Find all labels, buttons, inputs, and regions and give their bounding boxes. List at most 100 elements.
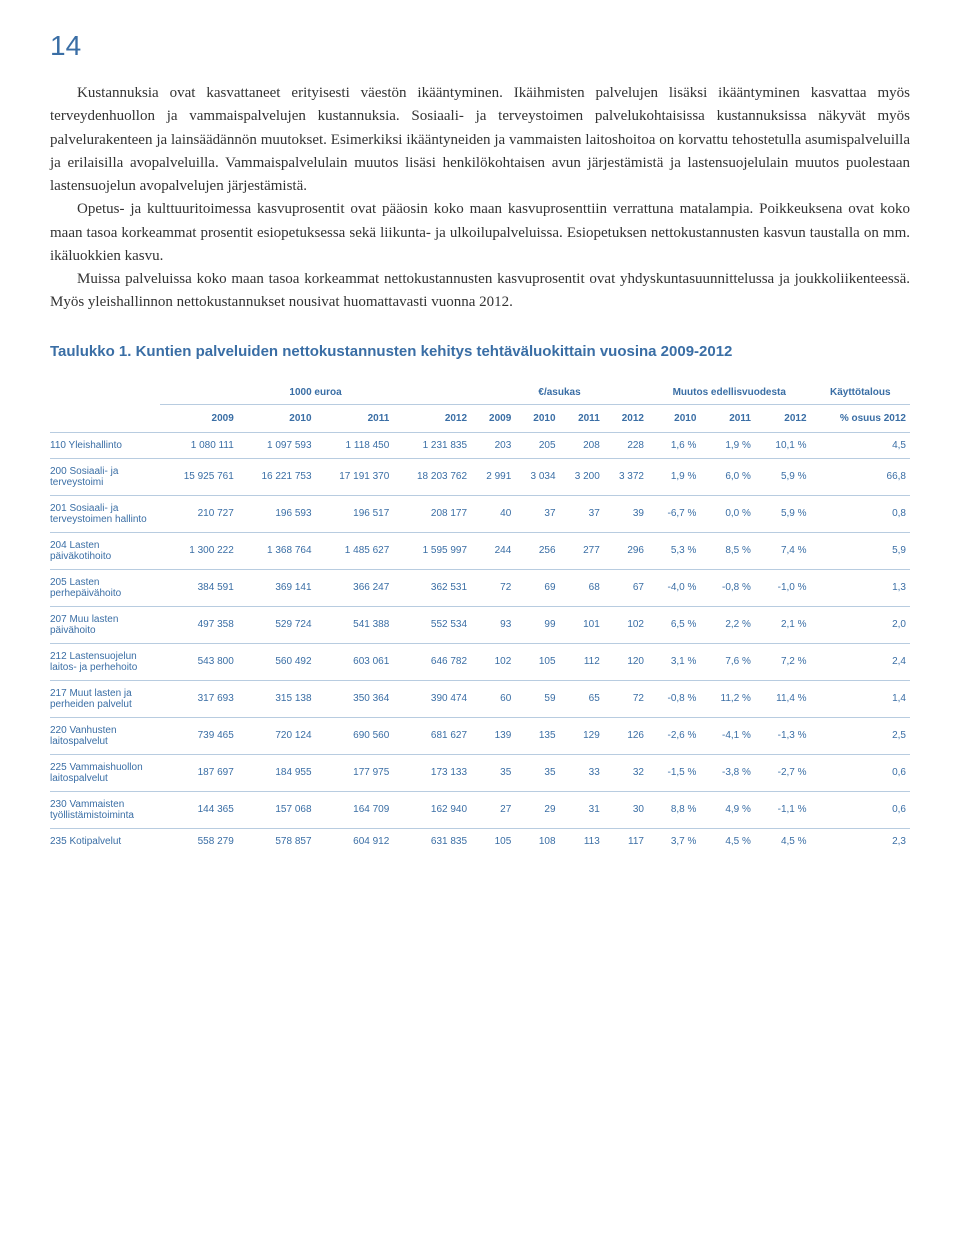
table-cell: 3 034 [515, 458, 559, 495]
table-cell: 646 782 [393, 643, 471, 680]
table-cell: 67 [604, 569, 648, 606]
table-cell: 1 097 593 [238, 432, 316, 458]
table-cell: 0,6 [811, 754, 910, 791]
table-cell: 129 [560, 717, 604, 754]
table-title: Taulukko 1. Kuntien palveluiden nettokus… [50, 343, 910, 360]
table-cell: 2,1 % [755, 606, 811, 643]
table-cell: 68 [560, 569, 604, 606]
table-cell: 210 727 [160, 495, 238, 532]
table-cell: 39 [604, 495, 648, 532]
table-cell: 3 200 [560, 458, 604, 495]
table-cell: 244 [471, 532, 515, 569]
table-cell: 29 [515, 791, 559, 828]
table-cell: 2 991 [471, 458, 515, 495]
table-cell: 2,0 [811, 606, 910, 643]
table-year-header: 2010 [648, 404, 700, 432]
table-row: 205 Lasten perhepäivähoito384 591369 141… [50, 569, 910, 606]
table-year-header: 2012 [393, 404, 471, 432]
table-cell: 558 279 [160, 828, 238, 854]
table-row-label: 212 Lastensuojelun laitos- ja perhehoito [50, 643, 160, 680]
table-cell: 135 [515, 717, 559, 754]
table-cell: 93 [471, 606, 515, 643]
table-cell: 101 [560, 606, 604, 643]
table-group-header: Käyttötalous [811, 380, 910, 405]
table-cell: 1 595 997 [393, 532, 471, 569]
table-year-header: 2011 [560, 404, 604, 432]
table-cell: 5,9 % [755, 458, 811, 495]
table-cell: 1,9 % [700, 432, 755, 458]
table-cell: -3,8 % [700, 754, 755, 791]
table-cell: 196 517 [316, 495, 394, 532]
table-cell: 228 [604, 432, 648, 458]
table-cell: 2,2 % [700, 606, 755, 643]
table-cell: 2,3 [811, 828, 910, 854]
table-cell: 72 [604, 680, 648, 717]
table-cell: 1,9 % [648, 458, 700, 495]
table-cell: 196 593 [238, 495, 316, 532]
table-row-label: 235 Kotipalvelut [50, 828, 160, 854]
table-cell: 1,6 % [648, 432, 700, 458]
table-row: 110 Yleishallinto1 080 1111 097 5931 118… [50, 432, 910, 458]
table-group-header: Muutos edellisvuodesta [648, 380, 811, 405]
table-cell: 0,6 [811, 791, 910, 828]
table-cell: 60 [471, 680, 515, 717]
table-cell: 35 [515, 754, 559, 791]
table-cell: 99 [515, 606, 559, 643]
table-cell: 4,5 [811, 432, 910, 458]
table-cell: 497 358 [160, 606, 238, 643]
table-cell: 390 474 [393, 680, 471, 717]
paragraph: Opetus- ja kulttuuritoimessa kasvuprosen… [50, 198, 910, 268]
table-row-label: 217 Muut lasten ja perheiden palvelut [50, 680, 160, 717]
table-cell: 108 [515, 828, 559, 854]
table-cell: 11,4 % [755, 680, 811, 717]
table-cell: 277 [560, 532, 604, 569]
table-cell: 3,1 % [648, 643, 700, 680]
paragraph: Muissa palveluissa koko maan tasoa korke… [50, 268, 910, 315]
table-cell: 208 177 [393, 495, 471, 532]
table-cell: 105 [515, 643, 559, 680]
table-year-header: 2009 [471, 404, 515, 432]
table-cell: 40 [471, 495, 515, 532]
table-cell: 208 [560, 432, 604, 458]
table-cell: 33 [560, 754, 604, 791]
table-cell: 187 697 [160, 754, 238, 791]
table-cell: 362 531 [393, 569, 471, 606]
table-row-label: 207 Muu lasten päivähoito [50, 606, 160, 643]
table-cell: 578 857 [238, 828, 316, 854]
table-cell: 8,5 % [700, 532, 755, 569]
table-cell: 164 709 [316, 791, 394, 828]
table-row-label: 220 Vanhusten laitospalvelut [50, 717, 160, 754]
table-row-label: 205 Lasten perhepäivähoito [50, 569, 160, 606]
table-row-label: 201 Sosiaali- ja terveystoimen hallinto [50, 495, 160, 532]
table-cell: 117 [604, 828, 648, 854]
table-cell: 6,0 % [700, 458, 755, 495]
table-cell: 72 [471, 569, 515, 606]
table-cell: 681 627 [393, 717, 471, 754]
table-cell: 366 247 [316, 569, 394, 606]
table-row-label: 225 Vammaishuollon laitospalvelut [50, 754, 160, 791]
table-cell: 350 364 [316, 680, 394, 717]
data-table: 1000 euroa €/asukas Muutos edellisvuodes… [50, 380, 910, 854]
table-row-label: 200 Sosiaali- ja terveystoimi [50, 458, 160, 495]
table-cell: 203 [471, 432, 515, 458]
table-row: 212 Lastensuojelun laitos- ja perhehoito… [50, 643, 910, 680]
table-cell: 59 [515, 680, 559, 717]
table-cell: 69 [515, 569, 559, 606]
table-cell: 139 [471, 717, 515, 754]
table-cell: 7,4 % [755, 532, 811, 569]
table-cell: 10,1 % [755, 432, 811, 458]
table-cell: 256 [515, 532, 559, 569]
table-year-header: % osuus 2012 [811, 404, 910, 432]
table-cell: -1,1 % [755, 791, 811, 828]
table-row: 201 Sosiaali- ja terveystoimen hallinto2… [50, 495, 910, 532]
table-cell: 1 231 835 [393, 432, 471, 458]
table-cell: 102 [471, 643, 515, 680]
table-cell: 552 534 [393, 606, 471, 643]
table-cell: 0,0 % [700, 495, 755, 532]
table-cell: 384 591 [160, 569, 238, 606]
table-cell: 31 [560, 791, 604, 828]
table-cell: 177 975 [316, 754, 394, 791]
table-cell: 7,6 % [700, 643, 755, 680]
table-cell: 37 [560, 495, 604, 532]
table-cell: -1,3 % [755, 717, 811, 754]
